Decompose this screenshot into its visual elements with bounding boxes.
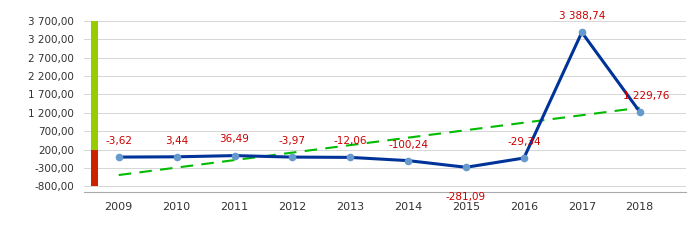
Text: 36,49: 36,49 <box>220 135 249 144</box>
Text: 3,44: 3,44 <box>165 136 188 146</box>
Text: -29,34: -29,34 <box>507 137 540 147</box>
Bar <box>91 21 98 150</box>
Text: -12,06: -12,06 <box>333 136 367 146</box>
Text: 1 229,76: 1 229,76 <box>624 91 670 101</box>
Text: 3 388,74: 3 388,74 <box>559 11 605 21</box>
Text: -3,62: -3,62 <box>105 136 132 146</box>
Text: -3,97: -3,97 <box>279 136 306 146</box>
Text: -100,24: -100,24 <box>389 139 428 150</box>
Bar <box>91 150 98 186</box>
Text: -281,09: -281,09 <box>446 192 486 202</box>
